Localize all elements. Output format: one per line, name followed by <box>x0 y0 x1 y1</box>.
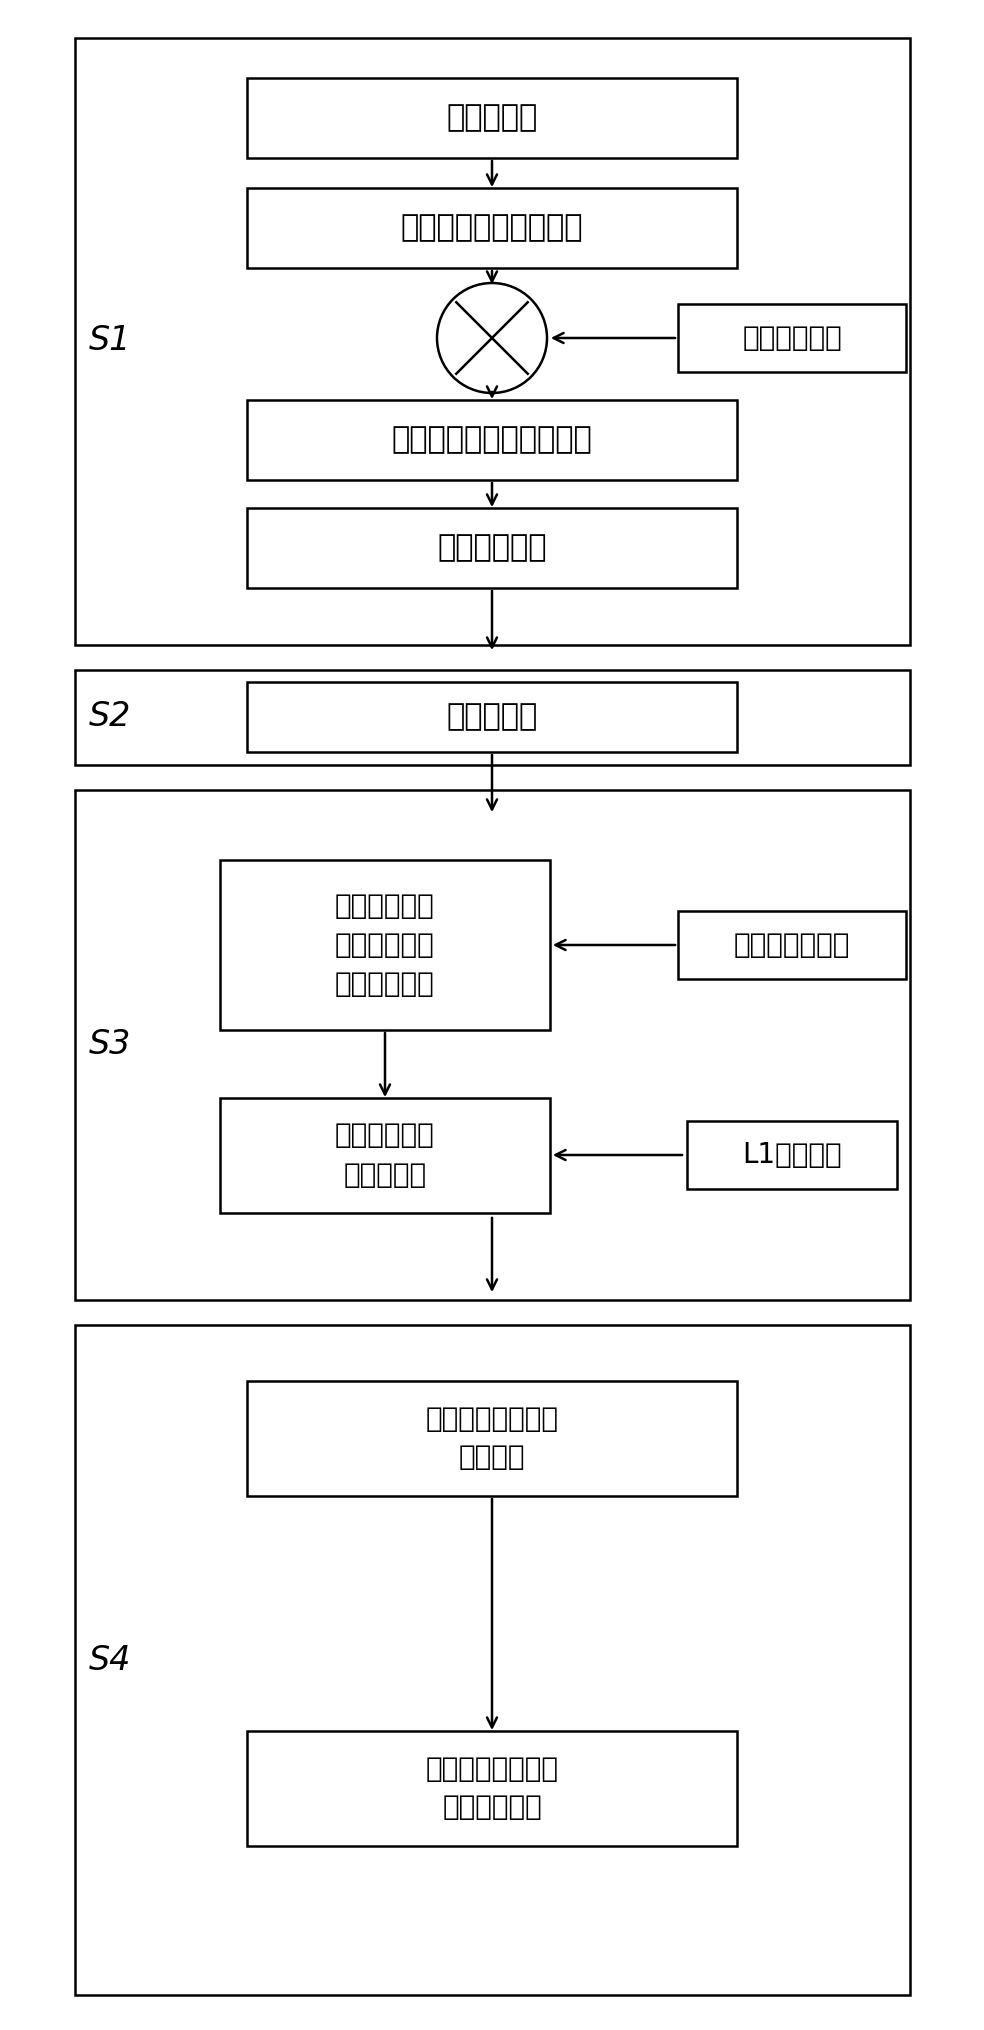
Text: 信号距离向傅里叶变换: 信号距离向傅里叶变换 <box>400 213 584 242</box>
Ellipse shape <box>437 282 547 394</box>
FancyBboxPatch shape <box>687 1121 897 1190</box>
Text: L1稀疏约束: L1稀疏约束 <box>742 1141 842 1169</box>
Text: 迭代策略实现目标
函数求解: 迭代策略实现目标 函数求解 <box>425 1405 559 1472</box>
Text: 筛选目标主要
信息，降低噪
声，矩阵重构: 筛选目标主要 信息，降低噪 声，矩阵重构 <box>336 891 435 999</box>
Text: 稀疏奇异值目
标函数建立: 稀疏奇异值目 标函数建立 <box>336 1121 435 1188</box>
FancyBboxPatch shape <box>220 861 550 1029</box>
FancyBboxPatch shape <box>75 39 910 646</box>
Text: S2: S2 <box>89 700 131 733</box>
Text: 截断奇异值理论: 截断奇异值理论 <box>734 932 850 958</box>
Text: 距离向处理: 距离向处理 <box>447 104 537 132</box>
FancyBboxPatch shape <box>247 189 737 268</box>
FancyBboxPatch shape <box>220 1098 550 1212</box>
Text: S4: S4 <box>89 1644 131 1677</box>
FancyBboxPatch shape <box>75 1326 910 1995</box>
FancyBboxPatch shape <box>247 1380 737 1496</box>
Text: S3: S3 <box>89 1029 131 1062</box>
FancyBboxPatch shape <box>75 670 910 765</box>
Text: S1: S1 <box>89 325 131 357</box>
FancyBboxPatch shape <box>75 790 910 1299</box>
FancyBboxPatch shape <box>247 77 737 158</box>
FancyBboxPatch shape <box>247 508 737 589</box>
Text: 构造参考信号: 构造参考信号 <box>742 325 842 351</box>
Text: 距离走动校正: 距离走动校正 <box>437 534 547 562</box>
FancyBboxPatch shape <box>678 911 906 978</box>
Text: 信号距离向傅里叶反变换: 信号距离向傅里叶反变换 <box>392 426 592 455</box>
Text: 扫描雷达前视方位
向高分辨结果: 扫描雷达前视方位 向高分辨结果 <box>425 1754 559 1821</box>
FancyBboxPatch shape <box>247 682 737 751</box>
FancyBboxPatch shape <box>247 400 737 479</box>
FancyBboxPatch shape <box>247 1730 737 1845</box>
Text: 方位向建模: 方位向建模 <box>447 702 537 731</box>
FancyBboxPatch shape <box>678 304 906 371</box>
